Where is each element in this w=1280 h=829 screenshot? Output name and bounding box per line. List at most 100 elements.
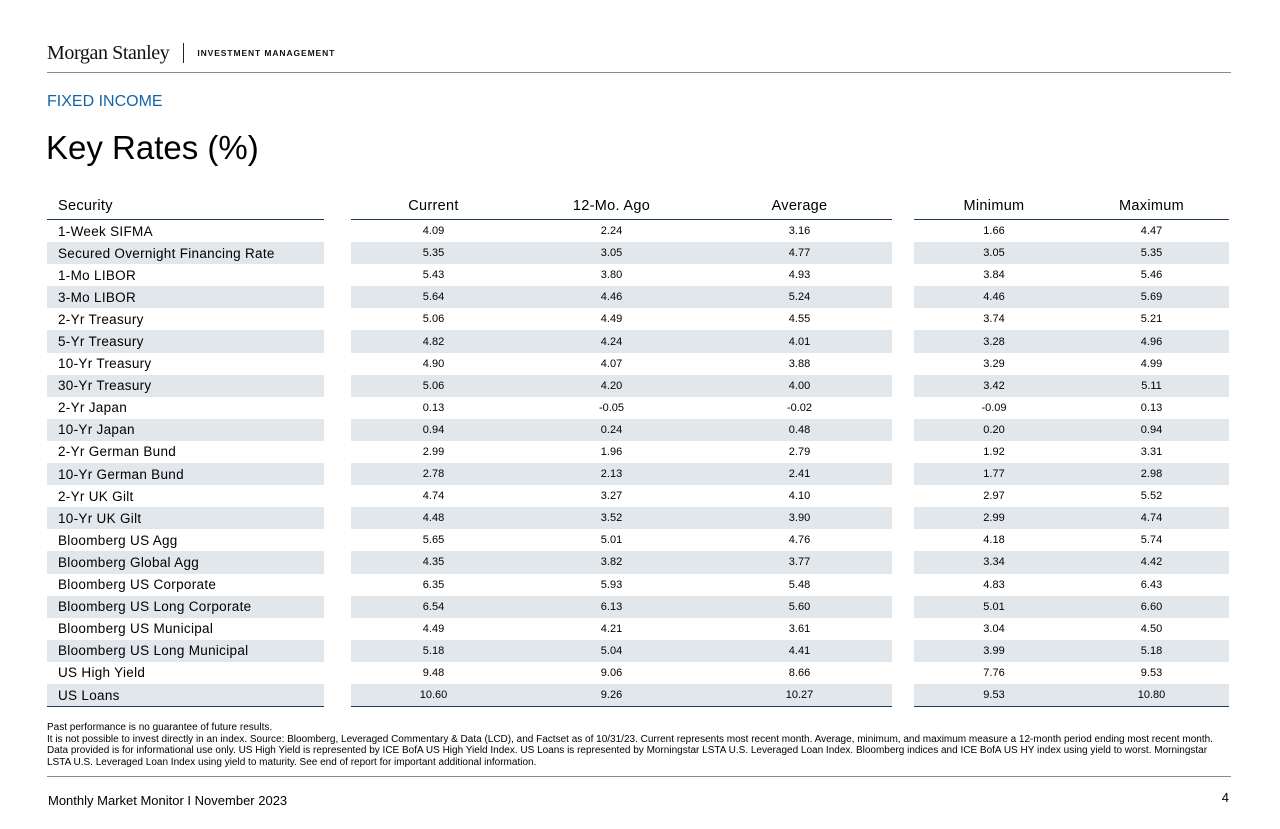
range-column-block: Minimum Maximum 1.66 4.47 3.05 5.35 3.84 5.46… bbox=[914, 195, 1229, 708]
maximum-value: 4.74 bbox=[1140, 512, 1163, 525]
footnote-performance: Past performance is no guarantee of futu… bbox=[47, 722, 273, 733]
security-name: 2-Yr German Bund bbox=[58, 444, 177, 460]
security-name: 10-Yr Japan bbox=[58, 422, 135, 438]
average-value: 4.93 bbox=[788, 269, 811, 282]
table-row: 9.53 10.80 bbox=[914, 683, 1229, 707]
table-bottom-rule bbox=[914, 706, 1229, 708]
average-value: -0.02 bbox=[786, 401, 813, 414]
average-value: 3.88 bbox=[788, 357, 811, 370]
table-row: 5.06 4.20 4.00 bbox=[351, 374, 892, 397]
page-title: Key Rates (%) bbox=[46, 129, 259, 166]
table-row: Bloomberg US Agg bbox=[47, 529, 324, 551]
table-row: 3.05 5.35 bbox=[914, 242, 1229, 265]
table-row: 5.65 5.01 4.76 bbox=[351, 529, 892, 551]
security-name: 10-Yr German Bund bbox=[58, 466, 184, 482]
footer-rule bbox=[47, 776, 1231, 777]
current-value: 4.49 bbox=[422, 622, 445, 635]
current-value: 5.64 bbox=[422, 291, 445, 304]
security-name: US High Yield bbox=[58, 665, 146, 681]
current-value: 6.35 bbox=[422, 578, 445, 591]
average-column-header: Average bbox=[771, 198, 828, 214]
ago-value: 4.20 bbox=[600, 379, 623, 392]
table-row: 1.77 2.98 bbox=[914, 463, 1229, 486]
ago-value: 4.07 bbox=[600, 357, 623, 370]
table-row: 9.48 9.06 8.66 bbox=[351, 662, 892, 684]
average-value: 0.48 bbox=[788, 423, 811, 436]
security-name: 2-Yr Japan bbox=[58, 400, 128, 416]
maximum-value: 4.42 bbox=[1140, 556, 1163, 569]
security-name: Bloomberg US Long Municipal bbox=[58, 643, 249, 659]
security-name: Bloomberg US Long Corporate bbox=[58, 599, 252, 615]
maximum-value: 2.98 bbox=[1140, 468, 1163, 481]
security-name: 30-Yr Treasury bbox=[58, 378, 152, 394]
average-value: 4.00 bbox=[788, 379, 811, 392]
security-name: 5-Yr Treasury bbox=[58, 334, 144, 350]
table-row: 2.99 1.96 2.79 bbox=[351, 441, 892, 463]
current-value: 9.48 bbox=[422, 666, 445, 679]
maximum-value: 5.69 bbox=[1140, 291, 1163, 304]
footnotes: Past performance is no guarantee of futu… bbox=[47, 722, 1217, 768]
table-row: 5.64 4.46 5.24 bbox=[351, 286, 892, 309]
security-name: 1-Week SIFMA bbox=[58, 223, 153, 239]
table-row: 10-Yr UK Gilt bbox=[47, 507, 324, 530]
table-row: 5.06 4.49 4.55 bbox=[351, 308, 892, 330]
maximum-value: 5.18 bbox=[1140, 644, 1163, 657]
minimum-value: 3.28 bbox=[983, 335, 1005, 348]
table-row: 1-Mo LIBOR bbox=[47, 264, 324, 286]
logo-divider bbox=[183, 43, 185, 63]
table-row: US High Yield bbox=[47, 662, 324, 684]
current-value: 5.35 bbox=[422, 247, 445, 260]
table-row: 6.54 6.13 5.60 bbox=[351, 595, 892, 618]
current-value: 2.99 bbox=[422, 445, 445, 458]
table-row: 4.74 3.27 4.10 bbox=[351, 485, 892, 507]
table-bottom-rule bbox=[351, 706, 892, 708]
minimum-value: 1.66 bbox=[983, 225, 1005, 238]
ago-value: 4.21 bbox=[600, 622, 623, 635]
page-number: 4 bbox=[1221, 790, 1229, 805]
table-row: 2-Yr UK Gilt bbox=[47, 485, 324, 507]
brand-name: Morgan Stanley bbox=[47, 41, 170, 64]
average-value: 4.55 bbox=[788, 313, 811, 326]
minimum-value: -0.09 bbox=[981, 401, 1007, 414]
ago-value: 6.13 bbox=[600, 600, 623, 613]
current-value: 6.54 bbox=[422, 600, 445, 613]
average-value: 3.77 bbox=[788, 556, 811, 569]
table-row: 1-Week SIFMA bbox=[47, 220, 324, 242]
table-row: 10-Yr German Bund bbox=[47, 463, 324, 486]
current-value: 5.18 bbox=[422, 644, 445, 657]
average-value: 5.24 bbox=[788, 291, 811, 304]
security-name: 1-Mo LIBOR bbox=[58, 267, 137, 283]
footer-title: Monthly Market Monitor I November 2023 bbox=[48, 793, 288, 808]
minimum-value: 3.74 bbox=[983, 313, 1005, 326]
maximum-value: 0.13 bbox=[1140, 401, 1163, 414]
average-value: 3.90 bbox=[788, 512, 811, 525]
current-value: 4.74 bbox=[422, 490, 445, 503]
minimum-value: 9.53 bbox=[983, 689, 1005, 702]
rates-header: Current 12-Mo. Ago Average bbox=[351, 195, 892, 220]
current-value: 5.06 bbox=[422, 313, 445, 326]
minimum-value: 4.83 bbox=[983, 578, 1005, 591]
ago-value: 4.49 bbox=[600, 313, 623, 326]
table-row: 0.13 -0.05 -0.02 bbox=[351, 397, 892, 419]
maximum-value: 6.60 bbox=[1140, 600, 1163, 613]
minimum-value: 2.99 bbox=[983, 512, 1005, 525]
table-row: 3.84 5.46 bbox=[914, 264, 1229, 286]
table-row: 5.18 5.04 4.41 bbox=[351, 639, 892, 662]
maximum-value: 5.35 bbox=[1140, 247, 1163, 260]
average-value: 4.76 bbox=[788, 534, 811, 547]
minimum-value: 3.42 bbox=[983, 379, 1005, 392]
table-row: 3.34 4.42 bbox=[914, 551, 1229, 574]
security-name: 3-Mo LIBOR bbox=[58, 289, 137, 305]
table-row: Bloomberg US Long Corporate bbox=[47, 595, 324, 618]
table-row: 2-Yr Japan bbox=[47, 397, 324, 419]
table-row: 30-Yr Treasury bbox=[47, 374, 324, 397]
table-row: Bloomberg Global Agg bbox=[47, 551, 324, 574]
security-name: Secured Overnight Financing Rate bbox=[58, 245, 275, 261]
table-row: 4.83 6.43 bbox=[914, 574, 1229, 596]
table-row: 0.20 0.94 bbox=[914, 418, 1229, 441]
minimum-value: 1.77 bbox=[983, 468, 1005, 481]
current-value: 4.48 bbox=[422, 512, 445, 525]
table-row: Bloomberg US Long Municipal bbox=[47, 639, 324, 662]
table-row: 3.29 4.99 bbox=[914, 353, 1229, 375]
maximum-value: 5.52 bbox=[1140, 490, 1163, 503]
